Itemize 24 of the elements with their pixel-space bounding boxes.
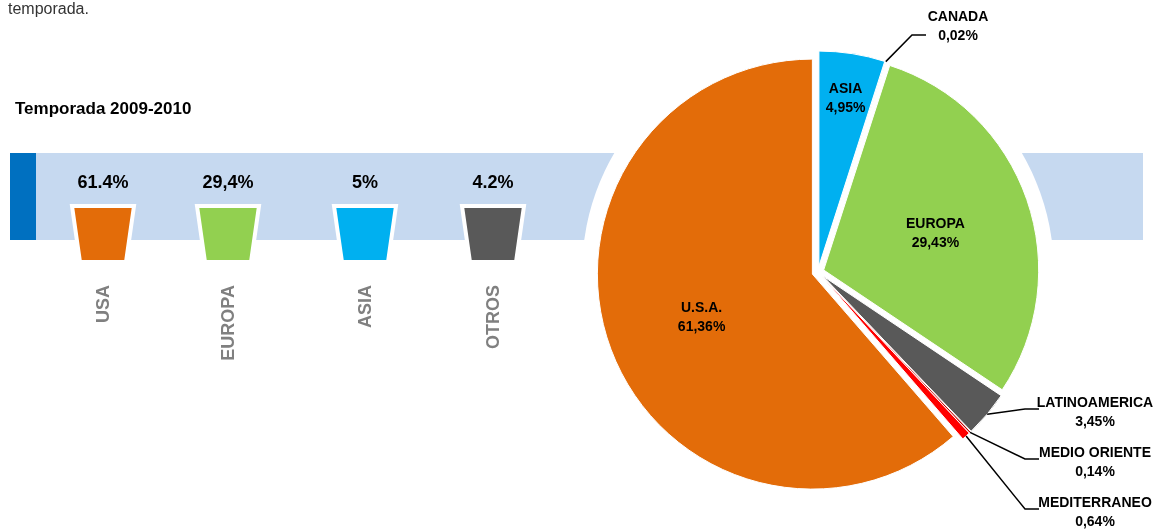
slice-label: MEDITERRANEO [1038, 494, 1152, 510]
text: 29,4% [202, 172, 254, 192]
slice-label: U.S.A. [680, 299, 723, 316]
text: OTROS [483, 285, 503, 350]
text: USA [93, 285, 113, 324]
slice-label: EUROPA [905, 215, 965, 232]
slice-label: ASIA [828, 80, 863, 97]
slice-label: LATINOAMERICA [1036, 394, 1154, 410]
data-label: 0,02% [938, 27, 979, 43]
text: 4.2% [472, 172, 514, 192]
text: 61.4% [77, 172, 129, 192]
text: EUROPA [218, 285, 238, 361]
text: 5% [351, 172, 379, 192]
text: ASIA [355, 285, 375, 329]
data-label: 29,43% [911, 234, 960, 251]
data-label: 3,45% [1075, 413, 1116, 429]
slice-label: MEDIO ORIENTE [1038, 444, 1152, 460]
data-label: 0,64% [1075, 513, 1116, 529]
text: temporada. [8, 0, 89, 17]
text: Temporada 2009-2010 [15, 99, 192, 118]
data-label: 0,14% [1075, 463, 1116, 479]
data-label: 61,36% [677, 318, 726, 335]
slice-label: CANADA [927, 8, 989, 24]
data-label: 4,95% [825, 99, 866, 116]
